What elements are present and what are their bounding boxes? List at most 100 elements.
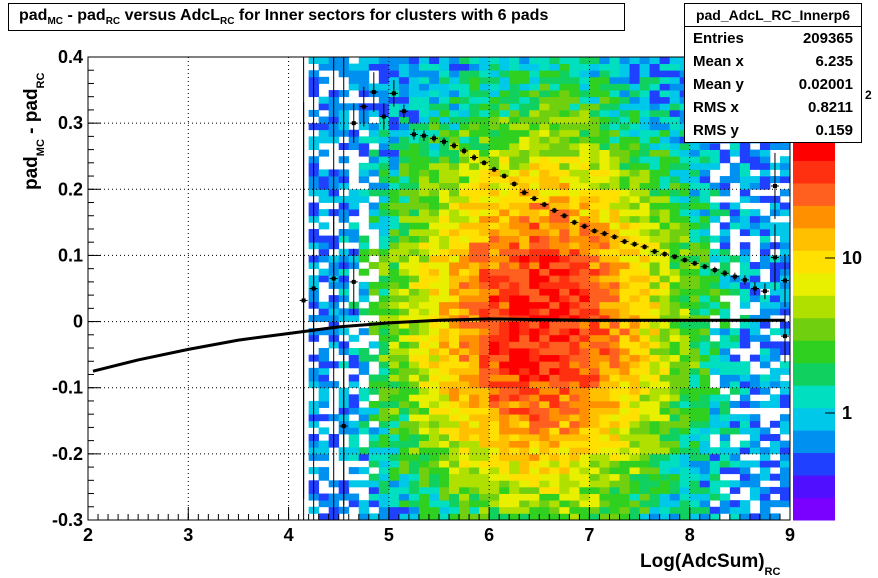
heatmap-cell <box>449 400 460 408</box>
heatmap-cell <box>609 162 620 170</box>
heatmap-cell <box>569 182 580 190</box>
heatmap-cell <box>388 123 400 131</box>
heatmap-cell <box>759 182 771 190</box>
heatmap-cell <box>729 149 741 157</box>
heatmap-cell <box>418 156 430 164</box>
heatmap-cell <box>509 96 520 104</box>
heatmap-cell <box>519 414 530 422</box>
heatmap-cell <box>589 361 600 369</box>
heatmap-cell <box>529 407 540 415</box>
heatmap-cell <box>559 354 570 362</box>
heatmap-cell <box>649 169 661 177</box>
heatmap-cell <box>739 387 751 395</box>
heatmap-cell <box>499 268 510 276</box>
heatmap-cell <box>649 427 661 435</box>
heatmap-cell <box>398 195 410 203</box>
heatmap-cell <box>699 301 711 309</box>
heatmap-cell <box>428 182 440 190</box>
heatmap-cell <box>649 202 661 210</box>
heatmap-cell <box>418 321 430 329</box>
heatmap-cell <box>428 116 440 124</box>
heatmap-cell <box>368 381 380 389</box>
heatmap-cell <box>408 136 420 144</box>
heatmap-cell <box>499 361 510 369</box>
heatmap-cell <box>689 480 701 488</box>
heatmap-cell <box>689 493 701 501</box>
heatmap-cell <box>679 374 691 382</box>
heatmap-cell <box>589 440 600 448</box>
profile-point <box>301 298 306 303</box>
heatmap-cell <box>398 427 410 435</box>
heatmap-cell <box>689 162 701 170</box>
heatmap-cell <box>489 215 500 223</box>
heatmap-cell <box>408 83 420 91</box>
heatmap-cell <box>729 460 741 468</box>
y-axis-label: padMC - padRC <box>21 72 47 190</box>
profile-point <box>702 264 707 269</box>
heatmap-cell <box>569 500 580 508</box>
heatmap-cell <box>539 341 550 349</box>
heatmap-cell <box>469 215 480 223</box>
heatmap-cell <box>459 70 470 78</box>
heatmap-cell <box>609 123 620 131</box>
heatmap-cell <box>388 295 400 303</box>
heatmap-cell <box>739 215 751 223</box>
heatmap-cell <box>459 195 470 203</box>
heatmap-cell <box>549 136 560 144</box>
heatmap-cell <box>649 90 661 98</box>
heatmap-cell <box>609 513 620 521</box>
heatmap-cell <box>539 453 550 461</box>
heatmap-cell <box>739 473 751 481</box>
heatmap-cell <box>529 189 540 197</box>
heatmap-cell <box>699 334 711 342</box>
heatmap-cell <box>368 222 380 230</box>
x-tick-label: 8 <box>685 525 695 545</box>
heatmap-cell <box>569 467 580 475</box>
heatmap-cell <box>378 308 390 316</box>
heatmap-cell <box>699 209 711 217</box>
heatmap-cell <box>579 123 590 131</box>
heatmap-cell <box>388 182 400 190</box>
heatmap-cell <box>629 420 640 428</box>
heatmap-cell <box>539 215 550 223</box>
heatmap-cell <box>418 414 430 422</box>
heatmap-cell <box>639 149 650 157</box>
heatmap-cell <box>649 162 661 170</box>
heatmap-cell <box>459 288 470 296</box>
heatmap-cell <box>709 367 721 375</box>
heatmap-cell <box>669 348 681 356</box>
heatmap-cell <box>428 176 440 184</box>
heatmap-cell <box>619 354 630 362</box>
palette-bin <box>793 407 835 431</box>
heatmap-cell <box>489 394 500 402</box>
heatmap-cell <box>459 447 470 455</box>
heatmap-cell <box>719 275 731 283</box>
heatmap-cell <box>509 493 520 501</box>
heatmap-cell <box>469 109 480 117</box>
heatmap-cell <box>479 387 490 395</box>
heatmap-cell <box>709 513 721 521</box>
heatmap-cell <box>519 354 530 362</box>
heatmap-cell <box>589 90 600 98</box>
heatmap-cell <box>509 103 520 111</box>
heatmap-cell <box>729 427 741 435</box>
heatmap-cell <box>499 420 510 428</box>
heatmap-cell <box>559 500 570 508</box>
heatmap-cell <box>739 394 751 402</box>
heatmap-cell <box>689 228 701 236</box>
heatmap-cell <box>639 381 650 389</box>
heatmap-cell <box>689 328 701 336</box>
heatmap-cell <box>449 149 460 157</box>
heatmap-cell <box>418 447 430 455</box>
heatmap-cell <box>418 202 430 210</box>
heatmap-cell <box>378 493 390 501</box>
heatmap-cell <box>589 202 600 210</box>
heatmap-cell <box>318 473 330 481</box>
heatmap-cell <box>549 57 560 65</box>
heatmap-cell <box>579 136 590 144</box>
heatmap-cell <box>519 447 530 455</box>
heatmap-cell <box>599 90 610 98</box>
heatmap-cell <box>459 434 470 442</box>
heatmap-cell <box>609 149 620 157</box>
heatmap-cell <box>619 76 630 84</box>
